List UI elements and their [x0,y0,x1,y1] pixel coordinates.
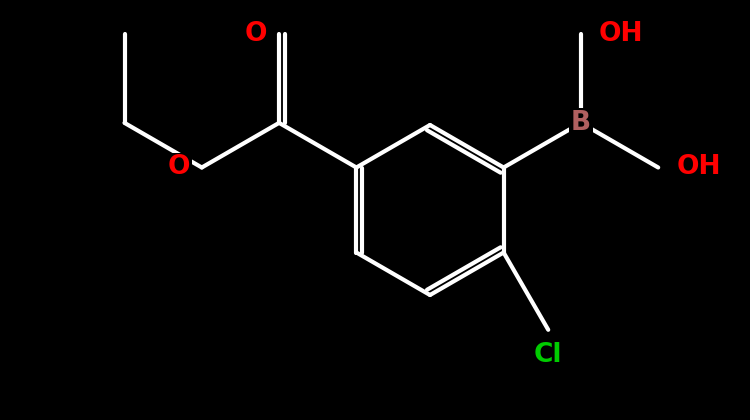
Text: O: O [244,21,267,47]
Text: Cl: Cl [534,342,562,368]
Text: O: O [167,155,190,181]
Text: B: B [571,110,591,136]
Text: OH: OH [599,21,644,47]
Text: OH: OH [676,155,721,181]
